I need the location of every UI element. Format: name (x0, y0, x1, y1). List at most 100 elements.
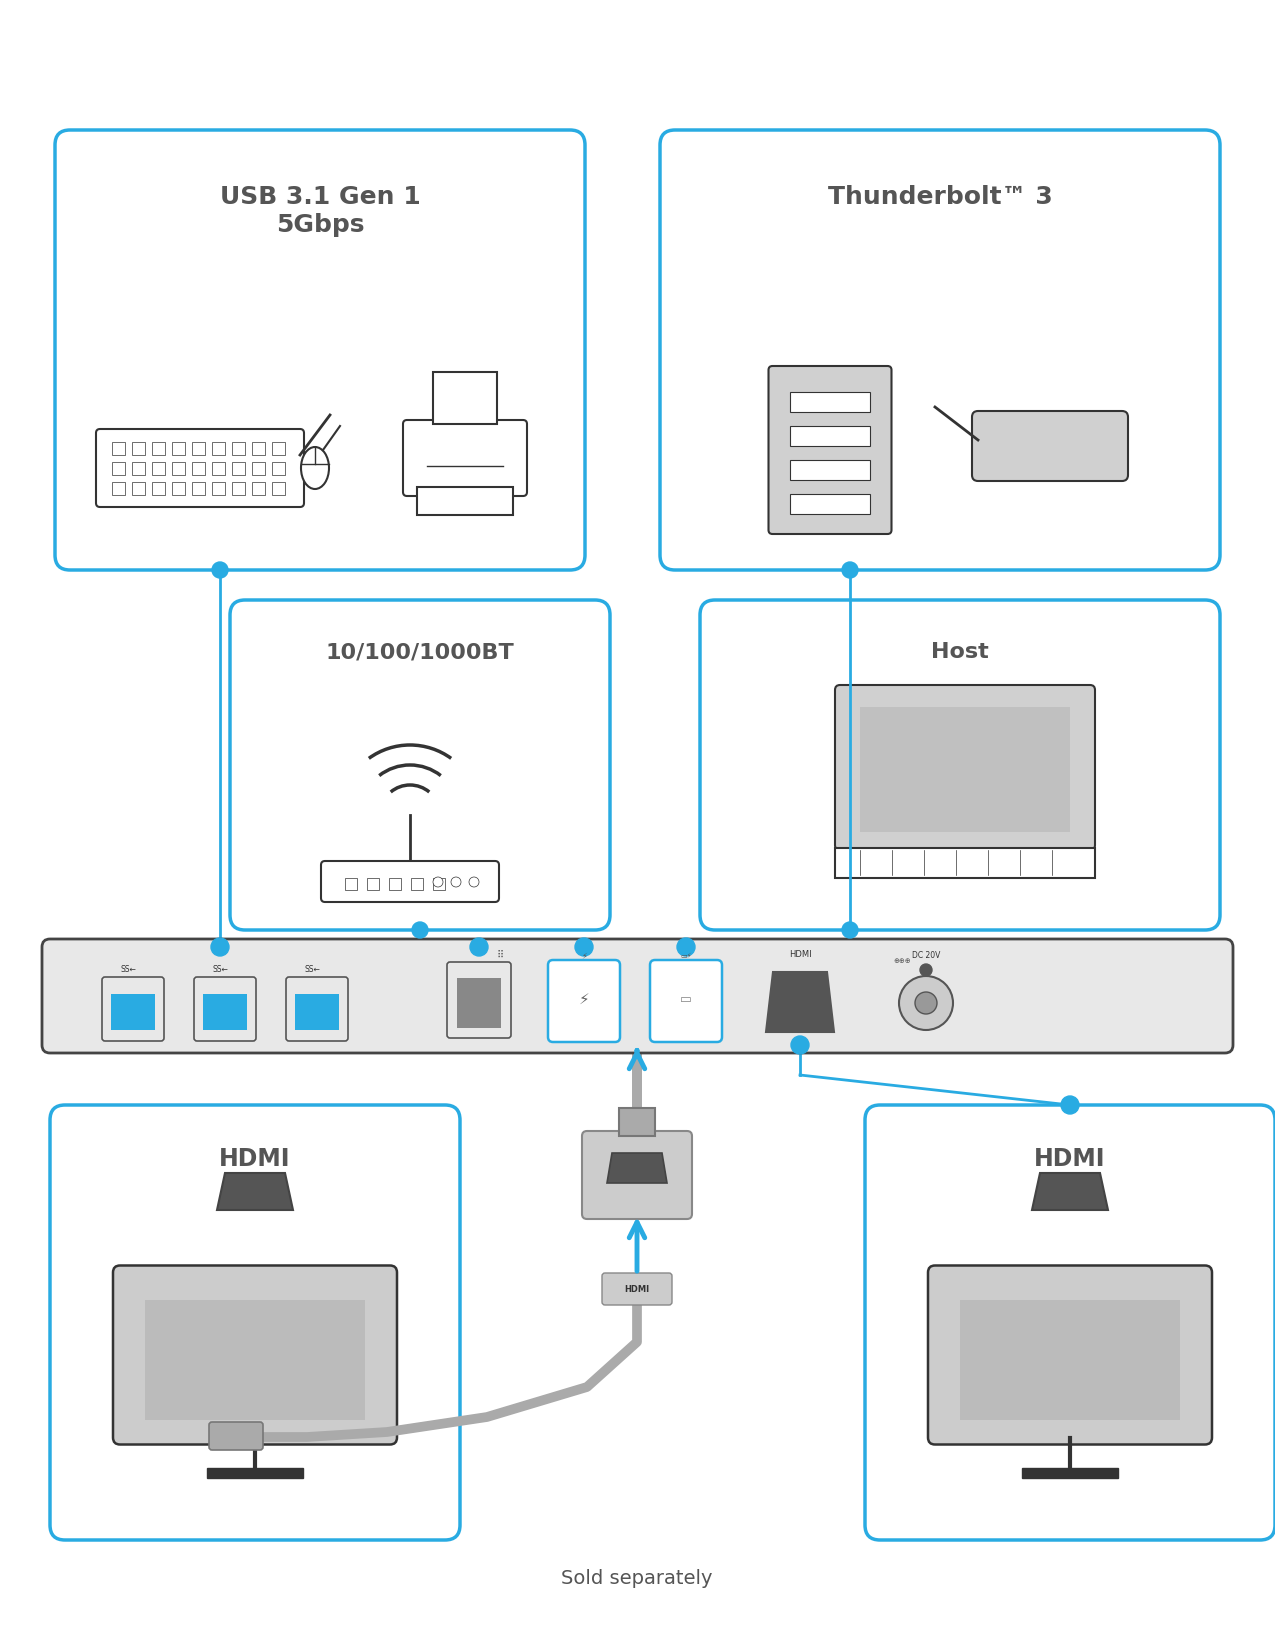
Bar (133, 482, 145, 495)
Circle shape (210, 937, 229, 955)
Text: Host: Host (931, 642, 989, 662)
Bar (790, 493, 870, 515)
FancyBboxPatch shape (700, 601, 1220, 931)
Text: SS←: SS← (120, 965, 136, 973)
FancyBboxPatch shape (230, 601, 609, 931)
Bar (133, 462, 145, 475)
Circle shape (921, 964, 932, 977)
Bar (790, 460, 870, 480)
FancyBboxPatch shape (769, 366, 891, 535)
Bar (172, 462, 185, 475)
Bar (152, 442, 164, 455)
Bar (172, 442, 185, 455)
FancyBboxPatch shape (209, 1422, 263, 1450)
FancyBboxPatch shape (835, 685, 1095, 850)
FancyBboxPatch shape (50, 1106, 460, 1539)
Bar (252, 482, 265, 495)
Text: ⚡: ⚡ (579, 992, 589, 1006)
FancyBboxPatch shape (321, 861, 499, 903)
Circle shape (469, 878, 479, 888)
Circle shape (1061, 1096, 1079, 1114)
Bar (193, 442, 205, 455)
Circle shape (842, 922, 858, 937)
Bar (112, 482, 125, 495)
Circle shape (451, 878, 462, 888)
Bar (272, 482, 286, 495)
Text: ⠿: ⠿ (496, 950, 504, 960)
Ellipse shape (301, 447, 329, 488)
Bar (152, 462, 164, 475)
Bar (252, 442, 265, 455)
Circle shape (790, 1036, 810, 1054)
Bar (272, 442, 286, 455)
Bar (835, 848, 1095, 878)
Bar (790, 426, 870, 446)
Bar (346, 878, 357, 889)
Bar (411, 878, 423, 889)
Bar (295, 993, 339, 1030)
Text: HDMI: HDMI (789, 950, 811, 959)
Bar (112, 462, 125, 475)
Text: Thunderbolt™ 3: Thunderbolt™ 3 (827, 185, 1052, 210)
FancyBboxPatch shape (102, 977, 164, 1041)
Circle shape (677, 937, 695, 955)
Bar (960, 1300, 1179, 1421)
Bar (207, 1467, 303, 1477)
Bar (389, 878, 402, 889)
Bar (232, 442, 245, 455)
FancyBboxPatch shape (660, 130, 1220, 569)
FancyBboxPatch shape (55, 130, 585, 569)
Bar (632, 1053, 643, 1109)
Polygon shape (607, 1153, 667, 1183)
Text: SS←: SS← (303, 965, 320, 973)
Text: ▭⚡: ▭⚡ (681, 954, 692, 959)
Bar (434, 878, 445, 889)
Bar (145, 1300, 365, 1421)
Bar (861, 706, 1070, 832)
Bar (152, 482, 164, 495)
Bar (434, 371, 497, 424)
Circle shape (434, 878, 442, 888)
FancyBboxPatch shape (448, 962, 511, 1038)
Bar (232, 462, 245, 475)
Bar (1023, 1467, 1118, 1477)
Polygon shape (766, 972, 834, 1031)
FancyBboxPatch shape (548, 960, 620, 1043)
FancyBboxPatch shape (864, 1106, 1275, 1539)
Bar (212, 482, 224, 495)
Bar (232, 482, 245, 495)
FancyBboxPatch shape (650, 960, 722, 1043)
Polygon shape (217, 1173, 293, 1209)
FancyBboxPatch shape (403, 421, 527, 497)
Bar (367, 878, 379, 889)
Bar (133, 442, 145, 455)
Bar (111, 993, 156, 1030)
Bar (252, 462, 265, 475)
Bar (193, 482, 205, 495)
Bar (456, 978, 501, 1028)
Text: HDMI: HDMI (1034, 1147, 1105, 1172)
Text: DC 20V: DC 20V (912, 950, 940, 960)
Bar (417, 487, 513, 515)
Circle shape (470, 937, 488, 955)
FancyBboxPatch shape (113, 1266, 397, 1444)
Circle shape (212, 563, 228, 578)
Circle shape (575, 937, 593, 955)
Bar (212, 442, 224, 455)
FancyBboxPatch shape (581, 1130, 692, 1219)
Bar (172, 482, 185, 495)
Text: USB 3.1 Gen 1
5Gbps: USB 3.1 Gen 1 5Gbps (219, 185, 421, 238)
Bar (112, 442, 125, 455)
Bar (212, 462, 224, 475)
Bar (203, 993, 247, 1030)
FancyBboxPatch shape (602, 1274, 672, 1305)
Text: Sold separately: Sold separately (561, 1569, 713, 1587)
Bar (790, 393, 870, 412)
Text: 10/100/1000BT: 10/100/1000BT (325, 642, 514, 662)
Text: ▭: ▭ (680, 993, 692, 1005)
FancyBboxPatch shape (972, 411, 1128, 482)
Text: HDMI: HDMI (625, 1284, 649, 1294)
Circle shape (842, 563, 858, 578)
FancyBboxPatch shape (194, 977, 256, 1041)
FancyBboxPatch shape (286, 977, 348, 1041)
